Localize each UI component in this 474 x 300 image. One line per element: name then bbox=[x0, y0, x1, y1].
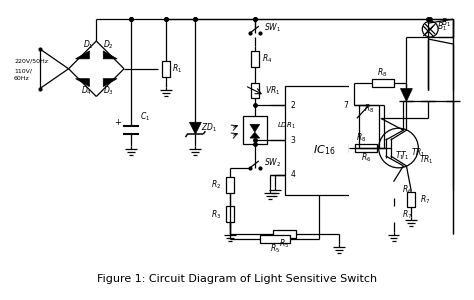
Text: $R_4$: $R_4$ bbox=[262, 52, 272, 65]
Text: 220V/50Hz: 220V/50Hz bbox=[14, 58, 48, 63]
Bar bbox=[349, 2, 474, 259]
Text: $TR_1$: $TR_1$ bbox=[419, 154, 434, 166]
Bar bbox=[243, 116, 267, 144]
Text: 110V/: 110V/ bbox=[14, 68, 32, 73]
Polygon shape bbox=[190, 122, 201, 134]
Polygon shape bbox=[75, 79, 90, 87]
Bar bbox=[251, 82, 259, 98]
Text: $D_2$: $D_2$ bbox=[103, 39, 114, 51]
Bar bbox=[390, 182, 398, 198]
Text: $SW_1$: $SW_1$ bbox=[264, 22, 281, 34]
Bar bbox=[357, 114, 381, 122]
Polygon shape bbox=[422, 90, 434, 101]
Text: $TR_1$: $TR_1$ bbox=[411, 147, 426, 159]
Bar bbox=[372, 79, 393, 87]
Bar bbox=[349, 144, 373, 152]
Bar bbox=[162, 61, 170, 77]
Text: $R_8$: $R_8$ bbox=[356, 132, 366, 144]
Polygon shape bbox=[250, 132, 260, 138]
Text: $B_1$: $B_1$ bbox=[437, 21, 447, 33]
Text: Figure 1: Circuit Diagram of Light Sensitive Switch: Figure 1: Circuit Diagram of Light Sensi… bbox=[97, 274, 377, 284]
Polygon shape bbox=[75, 51, 90, 59]
Polygon shape bbox=[401, 88, 412, 101]
Bar bbox=[273, 230, 296, 238]
Text: 4: 4 bbox=[291, 170, 295, 179]
Polygon shape bbox=[399, 160, 405, 168]
Text: $IC_{16}$: $IC_{16}$ bbox=[313, 143, 336, 157]
Bar bbox=[349, 108, 448, 133]
Text: $R_2$: $R_2$ bbox=[211, 178, 221, 191]
Bar bbox=[251, 51, 259, 67]
Text: +: + bbox=[114, 118, 120, 127]
Text: $LDR_1$: $LDR_1$ bbox=[277, 121, 295, 131]
Polygon shape bbox=[250, 124, 260, 132]
Bar bbox=[390, 206, 398, 222]
Text: $SW_2$: $SW_2$ bbox=[264, 157, 281, 169]
Text: $R_7$: $R_7$ bbox=[402, 208, 412, 220]
Polygon shape bbox=[447, 90, 459, 101]
Bar bbox=[260, 235, 290, 243]
Text: $R_8$: $R_8$ bbox=[364, 102, 374, 115]
Bar bbox=[284, 85, 354, 195]
Text: $ZD_1$: $ZD_1$ bbox=[201, 122, 218, 134]
Bar bbox=[408, 192, 415, 208]
Text: $T_1$: $T_1$ bbox=[395, 150, 404, 162]
Text: $D_1$: $D_1$ bbox=[83, 39, 94, 51]
Text: $T_1$: $T_1$ bbox=[400, 150, 409, 162]
Text: $R_5$: $R_5$ bbox=[280, 238, 290, 250]
Polygon shape bbox=[103, 79, 117, 87]
Text: $R_1$: $R_1$ bbox=[173, 62, 182, 75]
Bar bbox=[355, 144, 377, 152]
Bar bbox=[2, 259, 472, 298]
Bar bbox=[226, 206, 234, 222]
Text: $D_3$: $D_3$ bbox=[103, 84, 114, 97]
Text: $R_3$: $R_3$ bbox=[211, 208, 221, 220]
Text: $R_7$: $R_7$ bbox=[420, 193, 430, 206]
Text: 2: 2 bbox=[291, 101, 295, 110]
Text: 3: 3 bbox=[291, 136, 295, 145]
Text: $R_5$: $R_5$ bbox=[270, 243, 280, 255]
Text: $B_1$: $B_1$ bbox=[441, 17, 451, 29]
Text: $D_4$: $D_4$ bbox=[81, 84, 92, 97]
Text: $R_8$: $R_8$ bbox=[377, 67, 388, 79]
Text: 60Hz: 60Hz bbox=[14, 76, 30, 81]
Polygon shape bbox=[103, 51, 117, 59]
Bar bbox=[226, 177, 234, 193]
Text: $R_6$: $R_6$ bbox=[361, 152, 371, 164]
Text: $VR_1$: $VR_1$ bbox=[265, 84, 280, 97]
Text: $C_1$: $C_1$ bbox=[140, 110, 150, 123]
Text: 7: 7 bbox=[343, 101, 348, 110]
Text: $R_6$: $R_6$ bbox=[402, 183, 413, 196]
